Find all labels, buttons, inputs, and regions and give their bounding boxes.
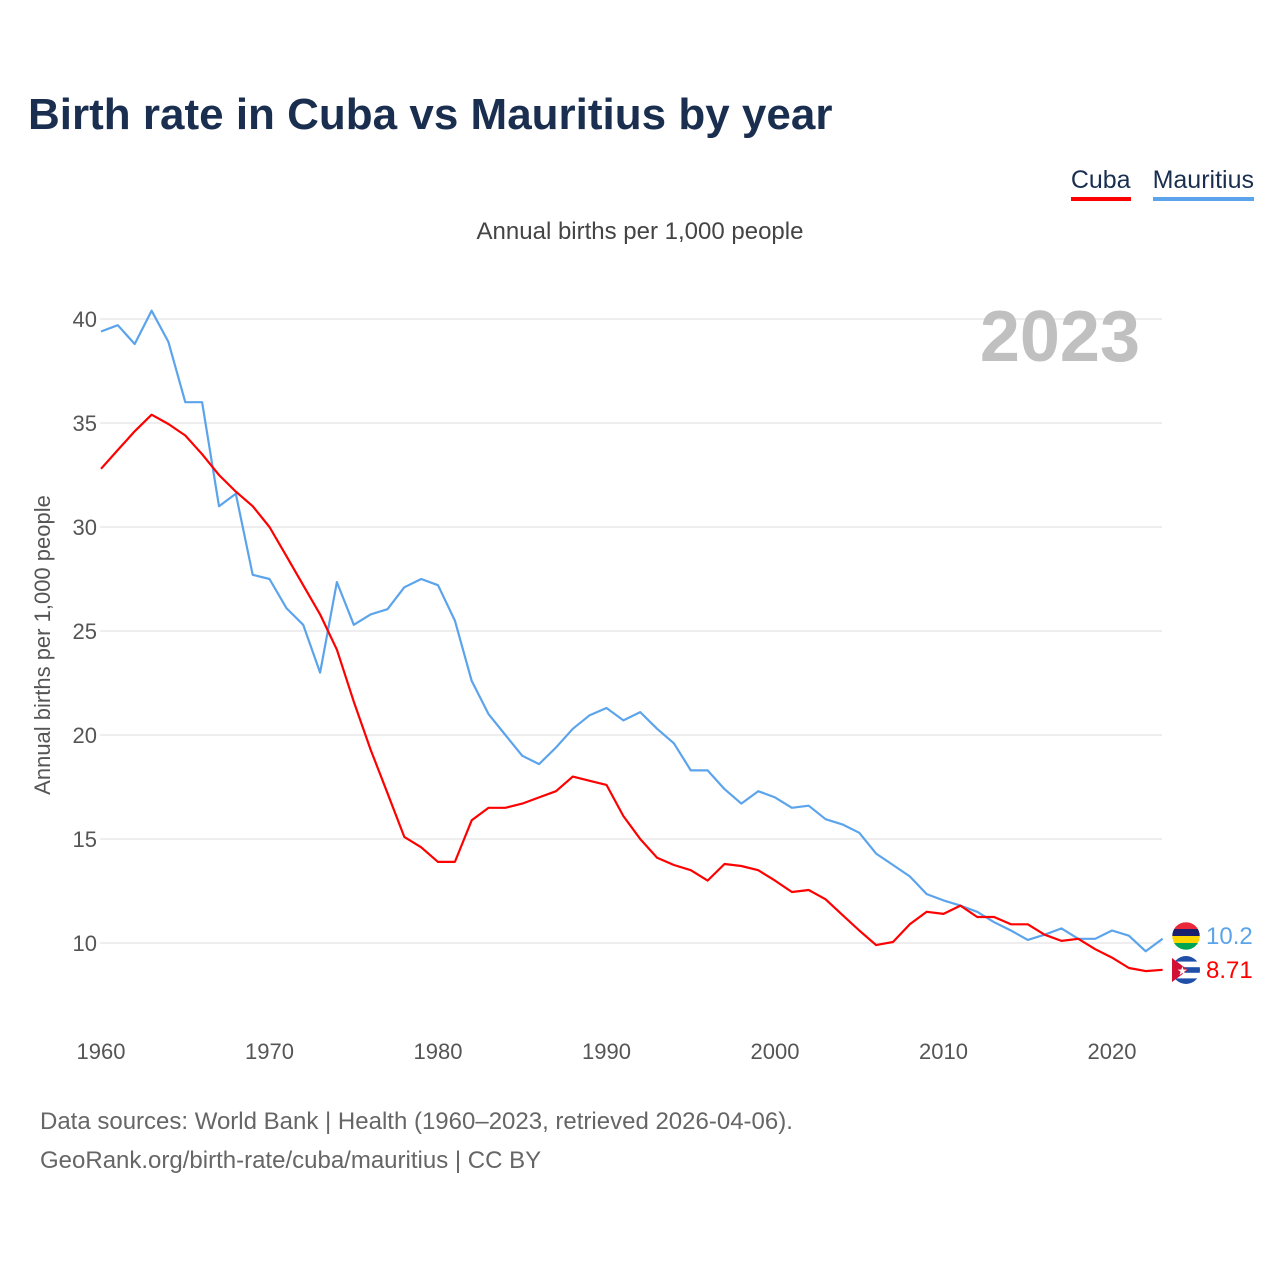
cuba-flag-stripe [1172, 978, 1200, 984]
x-tick-label: 2020 [1088, 1039, 1137, 1064]
y-tick-label: 25 [73, 619, 97, 644]
y-tick-label: 30 [73, 515, 97, 540]
mauritius-flag-stripe [1172, 922, 1200, 929]
legend-item-cuba[interactable]: Cuba [1070, 166, 1131, 201]
x-tick-label: 1970 [245, 1039, 294, 1064]
source-line: Data sources: World Bank | Health (1960–… [40, 1108, 793, 1135]
y-tick-label: 40 [73, 307, 97, 332]
legend: Cuba Mauritius [1070, 166, 1254, 201]
y-tick-label: 10 [73, 931, 97, 956]
source-link[interactable]: GeoRank.org/birth-rate/cuba/mauritius | … [40, 1147, 542, 1174]
end-label-cuba: 8.71 [1206, 957, 1253, 984]
series-line-cuba [100, 413, 1163, 973]
y-axis-label: Annual births per 1,000 people [30, 495, 55, 795]
x-tick-label: 2010 [919, 1039, 968, 1064]
y-tick-label: 15 [73, 827, 97, 852]
cuba-flag-stripe [1172, 956, 1200, 962]
legend-item-mauritius[interactable]: Mauritius [1152, 166, 1254, 201]
y-tick-label: 20 [73, 723, 97, 748]
y-tick-label: 35 [73, 411, 97, 436]
mauritius-flag-stripe [1172, 929, 1200, 936]
chart-title: Birth rate in Cuba vs Mauritius by year [28, 90, 833, 139]
end-label-mauritius: 10.2 [1206, 923, 1253, 950]
mauritius-flag-icon [1171, 921, 1201, 951]
year-label: 2023 [980, 297, 1140, 377]
x-tick-label: 1980 [414, 1039, 463, 1064]
x-tick-label: 2000 [751, 1039, 800, 1064]
x-tick-label: 1990 [582, 1039, 631, 1064]
cuba-flag-triangle [1172, 958, 1188, 982]
chart-subtitle: Annual births per 1,000 people [476, 218, 804, 245]
mauritius-flag-stripe [1172, 936, 1200, 943]
x-tick-label: 1960 [77, 1039, 126, 1064]
mauritius-flag-stripe [1172, 943, 1200, 950]
cuba-flag-star: ★ [1177, 964, 1188, 978]
